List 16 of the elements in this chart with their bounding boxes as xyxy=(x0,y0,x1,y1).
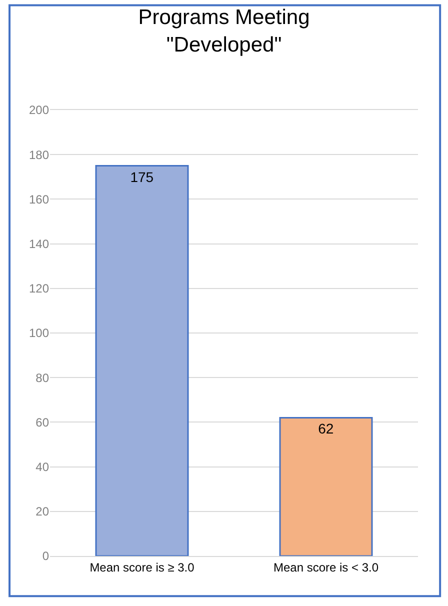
x-tick-label: Mean score is ≥ 3.0 xyxy=(90,560,195,574)
chart-title: Programs Meeting "Developed" xyxy=(138,6,310,57)
y-tick-label: 60 xyxy=(36,415,50,430)
y-tick-label: 40 xyxy=(36,460,50,474)
y-tick-label: 200 xyxy=(28,103,50,118)
x-tick-label: Mean score is < 3.0 xyxy=(273,560,379,574)
y-tick-label: 160 xyxy=(28,192,50,206)
y-tick-label: 20 xyxy=(36,504,50,519)
y-tick-label: 100 xyxy=(28,326,50,340)
y-tick-label: 120 xyxy=(28,282,50,296)
y-tick-label: 80 xyxy=(36,370,50,385)
y-tick-label: 0 xyxy=(42,549,50,564)
data-label: 62 xyxy=(318,420,334,437)
y-tick-label: 180 xyxy=(28,148,50,162)
y-tick-label: 140 xyxy=(28,237,50,251)
data-label: 175 xyxy=(130,168,154,185)
